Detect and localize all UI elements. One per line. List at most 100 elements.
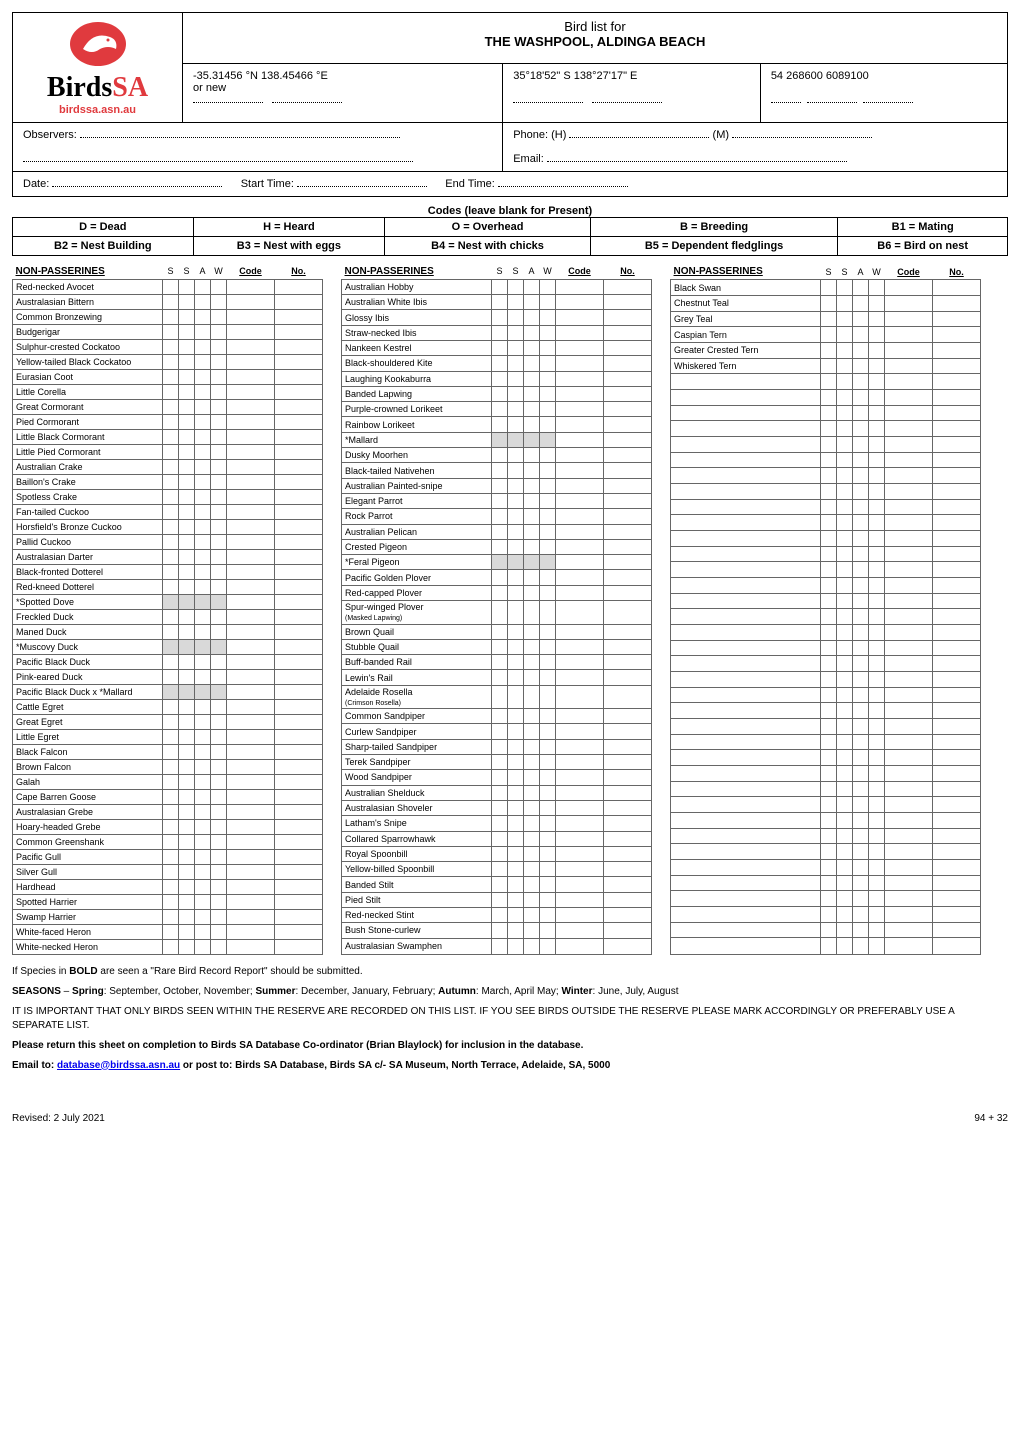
season-check[interactable] (195, 444, 211, 459)
code-cell[interactable] (227, 819, 275, 834)
season-check[interactable] (869, 577, 885, 593)
season-check[interactable] (195, 699, 211, 714)
no-cell[interactable] (604, 295, 652, 310)
end-input[interactable] (498, 186, 628, 187)
phone-m-input[interactable] (732, 137, 872, 138)
season-check[interactable] (211, 384, 227, 399)
no-cell[interactable] (933, 342, 981, 358)
code-cell[interactable] (556, 432, 604, 447)
season-check[interactable] (211, 474, 227, 489)
season-check[interactable] (179, 894, 195, 909)
season-check[interactable] (492, 356, 508, 371)
season-check[interactable] (837, 703, 853, 719)
no-cell[interactable] (604, 709, 652, 724)
season-check[interactable] (821, 938, 837, 954)
code-cell[interactable] (885, 327, 933, 343)
season-check[interactable] (179, 429, 195, 444)
season-check[interactable] (837, 358, 853, 374)
species-name-blank[interactable] (671, 656, 821, 672)
no-cell[interactable] (604, 310, 652, 325)
season-check[interactable] (869, 844, 885, 860)
season-check[interactable] (869, 734, 885, 750)
season-check[interactable] (211, 399, 227, 414)
season-check[interactable] (195, 414, 211, 429)
season-check[interactable] (508, 639, 524, 654)
season-check[interactable] (524, 295, 540, 310)
season-check[interactable] (163, 369, 179, 384)
season-check[interactable] (492, 938, 508, 954)
season-check[interactable] (524, 524, 540, 539)
season-check[interactable] (195, 774, 211, 789)
code-cell[interactable] (556, 539, 604, 554)
no-cell[interactable] (933, 468, 981, 484)
species-name-blank[interactable] (671, 436, 821, 452)
season-check[interactable] (853, 546, 869, 562)
species-name-blank[interactable] (671, 828, 821, 844)
season-check[interactable] (179, 789, 195, 804)
code-cell[interactable] (227, 774, 275, 789)
season-check[interactable] (163, 894, 179, 909)
no-cell[interactable] (933, 624, 981, 640)
season-check[interactable] (179, 834, 195, 849)
no-cell[interactable] (604, 432, 652, 447)
code-cell[interactable] (556, 770, 604, 785)
code-cell[interactable] (885, 577, 933, 593)
no-cell[interactable] (275, 699, 323, 714)
season-check[interactable] (492, 371, 508, 386)
season-check[interactable] (211, 609, 227, 624)
season-check[interactable] (837, 280, 853, 296)
season-check[interactable] (821, 907, 837, 923)
no-cell[interactable] (604, 386, 652, 401)
code-cell[interactable] (885, 671, 933, 687)
season-check[interactable] (492, 908, 508, 923)
no-cell[interactable] (604, 877, 652, 892)
no-cell[interactable] (604, 670, 652, 685)
no-cell[interactable] (275, 939, 323, 954)
code-cell[interactable] (227, 729, 275, 744)
code-cell[interactable] (556, 601, 604, 624)
season-check[interactable] (869, 374, 885, 390)
season-check[interactable] (540, 356, 556, 371)
code-cell[interactable] (556, 463, 604, 478)
species-name-blank[interactable] (671, 562, 821, 578)
species-name-blank[interactable] (671, 813, 821, 829)
season-check[interactable] (524, 685, 540, 708)
no-cell[interactable] (933, 577, 981, 593)
season-check[interactable] (837, 483, 853, 499)
no-cell[interactable] (604, 908, 652, 923)
season-check[interactable] (821, 891, 837, 907)
no-cell[interactable] (275, 609, 323, 624)
code-cell[interactable] (885, 609, 933, 625)
season-check[interactable] (508, 417, 524, 432)
code-cell[interactable] (885, 593, 933, 609)
season-check[interactable] (540, 862, 556, 877)
season-check[interactable] (195, 879, 211, 894)
season-check[interactable] (524, 709, 540, 724)
season-check[interactable] (853, 828, 869, 844)
season-check[interactable] (508, 846, 524, 861)
code-cell[interactable] (227, 639, 275, 654)
no-cell[interactable] (604, 356, 652, 371)
season-check[interactable] (211, 519, 227, 534)
season-check[interactable] (853, 295, 869, 311)
season-check[interactable] (195, 309, 211, 324)
season-check[interactable] (524, 639, 540, 654)
code-cell[interactable] (556, 555, 604, 570)
season-check[interactable] (163, 594, 179, 609)
season-check[interactable] (508, 509, 524, 524)
code-cell[interactable] (885, 718, 933, 734)
season-check[interactable] (524, 386, 540, 401)
no-cell[interactable] (275, 369, 323, 384)
season-check[interactable] (179, 714, 195, 729)
season-check[interactable] (211, 804, 227, 819)
no-cell[interactable] (933, 311, 981, 327)
season-check[interactable] (837, 530, 853, 546)
code-cell[interactable] (556, 670, 604, 685)
no-cell[interactable] (604, 755, 652, 770)
season-check[interactable] (869, 766, 885, 782)
no-cell[interactable] (604, 816, 652, 831)
season-check[interactable] (540, 463, 556, 478)
season-check[interactable] (540, 639, 556, 654)
code-cell[interactable] (556, 923, 604, 938)
no-cell[interactable] (604, 831, 652, 846)
